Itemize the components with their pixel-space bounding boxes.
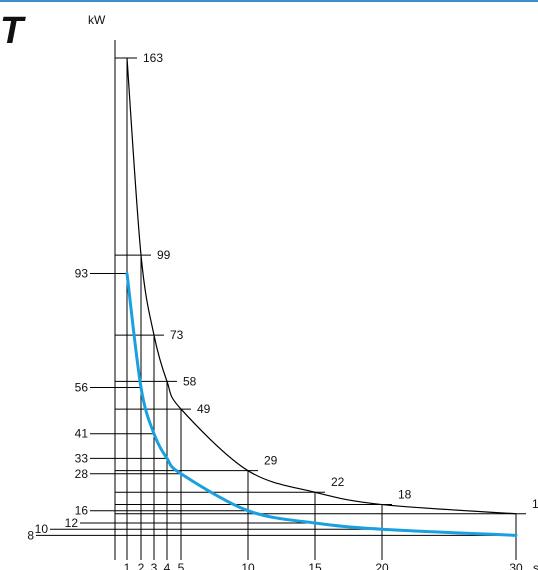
x-axis-label: s (533, 561, 538, 570)
lower-point-label: 8 (27, 528, 34, 542)
lower-point-label: 33 (75, 451, 89, 465)
lower-point-label: 10 (35, 522, 49, 536)
x-tick-label: 15 (308, 561, 322, 570)
x-tick-label: 5 (178, 561, 185, 570)
lower-point-label: 12 (65, 516, 79, 530)
upper-point-label: 29 (264, 454, 278, 468)
grid-lines (36, 57, 526, 560)
upper-point-label: 15 (532, 497, 538, 511)
axes: kW s (88, 13, 538, 570)
lower-curve (125, 272, 518, 537)
upper-point-label: 49 (197, 402, 211, 416)
x-tick-label: 1 (124, 561, 131, 570)
x-tick-label: 2 (138, 561, 145, 570)
upper-point-label: 163 (143, 51, 163, 65)
upper-point-label: 18 (398, 488, 412, 502)
lower-point-label: 41 (75, 427, 89, 441)
series-lines (125, 57, 518, 537)
lower-point-label: 28 (75, 467, 89, 481)
x-tick-label: 4 (164, 561, 171, 570)
y-axis-label: kW (88, 13, 106, 27)
corner-letter: T (0, 10, 24, 52)
x-tick-label: 30 (509, 561, 523, 570)
x-tick-labels: 1 2 3 4 5 10 15 20 30 (124, 561, 523, 570)
top-accent-rule (0, 0, 538, 2)
upper-curve (126, 57, 517, 515)
x-tick-label: 3 (151, 561, 158, 570)
upper-point-label: 99 (157, 248, 171, 262)
upper-point-label: 22 (331, 475, 345, 489)
x-tick-label: 10 (241, 561, 255, 570)
lower-point-label: 93 (75, 267, 89, 281)
x-tick-label: 20 (375, 561, 389, 570)
lower-point-label: 56 (75, 381, 89, 395)
upper-point-label: 73 (170, 328, 184, 342)
upper-point-label: 58 (183, 374, 197, 388)
lower-point-label: 16 (75, 504, 89, 518)
